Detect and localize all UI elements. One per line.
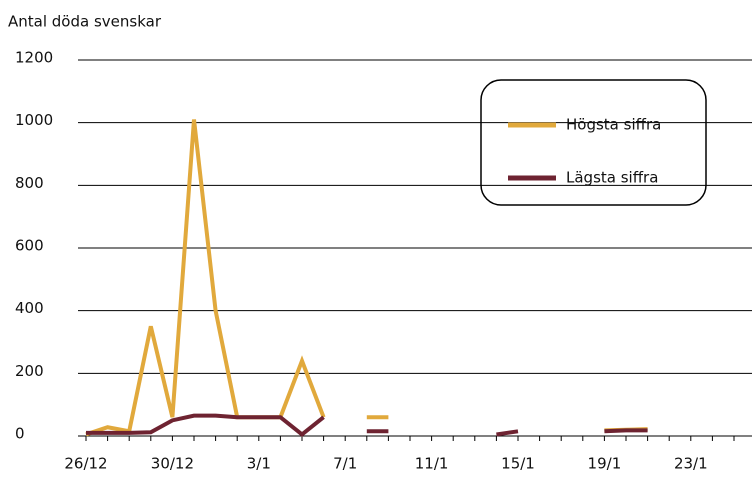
x-tick-label: 26/12 bbox=[64, 455, 107, 473]
x-tick-label: 30/12 bbox=[151, 455, 194, 473]
legend-label: Högsta siffra bbox=[566, 116, 661, 134]
x-tick-label: 11/1 bbox=[415, 455, 449, 473]
x-tick-label: 7/1 bbox=[333, 455, 357, 473]
y-tick-label: 0 bbox=[15, 425, 25, 443]
series-line bbox=[86, 413, 648, 437]
x-tick-label: 19/1 bbox=[588, 455, 622, 473]
legend-box bbox=[480, 79, 707, 206]
y-tick-label: 800 bbox=[15, 174, 44, 192]
y-tick-label: 1200 bbox=[15, 49, 53, 67]
y-axis-title: Antal döda svenskar bbox=[8, 13, 162, 31]
y-tick-label: 600 bbox=[15, 237, 44, 255]
y-tick-label: 400 bbox=[15, 299, 44, 317]
y-tick-label: 1000 bbox=[15, 111, 53, 129]
x-tick-label: 15/1 bbox=[501, 455, 535, 473]
x-tick-label: 23/1 bbox=[674, 455, 708, 473]
legend-label: Lägsta siffra bbox=[566, 169, 658, 187]
x-tick-label: 3/1 bbox=[247, 455, 271, 473]
y-tick-label: 200 bbox=[15, 362, 44, 380]
